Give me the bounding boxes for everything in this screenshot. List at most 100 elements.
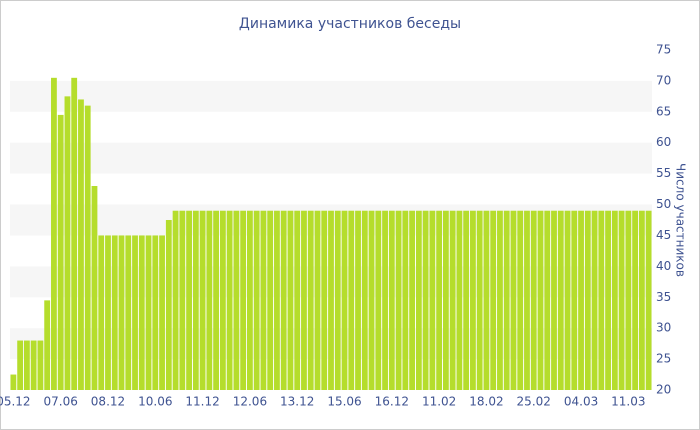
y-tick-label: 25 — [656, 352, 671, 366]
bar — [497, 210, 503, 390]
bar — [632, 210, 639, 390]
bar — [361, 210, 368, 390]
bar — [30, 340, 37, 390]
x-tick-label: 16.12 — [375, 395, 409, 409]
bar — [618, 210, 625, 390]
y-axis-title: Число участников — [674, 163, 688, 277]
x-tick-label: 11.02 — [422, 395, 456, 409]
x-tick-label: 25.02 — [517, 395, 551, 409]
bar — [530, 210, 537, 390]
bar — [199, 210, 206, 390]
bar — [449, 210, 456, 390]
bar — [638, 210, 645, 390]
bar — [571, 210, 578, 390]
bar — [246, 210, 253, 390]
bar — [476, 210, 483, 390]
bar — [645, 210, 652, 390]
bar — [483, 210, 490, 390]
bar — [368, 210, 375, 390]
bar — [226, 210, 233, 390]
bar — [584, 210, 591, 390]
bar — [395, 210, 402, 390]
bar — [152, 235, 159, 390]
bar — [125, 235, 132, 390]
x-tick-label: 07.06 — [44, 395, 78, 409]
bar — [564, 210, 571, 390]
bar — [186, 210, 192, 390]
bar — [402, 210, 409, 390]
y-tick-label: 65 — [656, 104, 671, 118]
bar — [57, 114, 64, 390]
bar — [314, 210, 321, 390]
bar — [71, 77, 78, 391]
bar — [375, 210, 382, 390]
bar — [294, 210, 301, 390]
bar — [355, 210, 361, 390]
x-tick-label: 04.03 — [564, 395, 598, 409]
y-tick-label: 30 — [656, 321, 671, 335]
bar — [537, 210, 544, 390]
bar — [17, 340, 24, 390]
bar — [280, 210, 287, 390]
bar — [348, 210, 355, 390]
x-tick-label: 13.12 — [280, 395, 314, 409]
bar — [605, 210, 611, 390]
bar — [192, 210, 199, 390]
bar — [321, 210, 328, 390]
bar — [132, 235, 138, 390]
y-tick-label: 75 — [656, 43, 671, 57]
grid-band — [10, 80, 652, 112]
y-tick-label: 35 — [656, 290, 671, 304]
bar — [551, 210, 557, 390]
bar — [503, 210, 510, 390]
bar — [388, 210, 395, 390]
bar — [517, 210, 524, 390]
bar — [415, 210, 422, 390]
bar — [287, 210, 294, 390]
bar — [578, 210, 584, 390]
y-tick-label: 20 — [656, 383, 671, 397]
x-tick-label: 12.06 — [233, 395, 267, 409]
x-tick-label: 08.12 — [91, 395, 125, 409]
bar — [23, 340, 30, 390]
bar — [253, 210, 260, 390]
bar — [111, 235, 118, 390]
bar — [145, 235, 152, 390]
grid-band — [10, 142, 652, 174]
bar — [219, 210, 226, 390]
x-tick-label: 10.06 — [138, 395, 172, 409]
bar — [206, 210, 213, 390]
bar — [301, 210, 307, 390]
bar — [436, 210, 443, 390]
bar — [463, 210, 470, 390]
y-tick-label: 45 — [656, 228, 671, 242]
bar — [456, 210, 463, 390]
bar — [334, 210, 341, 390]
bar — [179, 210, 186, 390]
bar — [233, 210, 240, 390]
bar — [328, 210, 334, 390]
bar — [409, 210, 416, 390]
bar — [557, 210, 564, 390]
bar — [172, 210, 179, 390]
bar — [37, 340, 44, 390]
bar — [64, 96, 71, 390]
x-tick-label: 05.12 — [0, 395, 31, 409]
bar — [422, 210, 429, 390]
bar — [213, 210, 220, 390]
y-tick-label: 40 — [656, 259, 671, 273]
bar — [442, 210, 449, 390]
bar — [274, 210, 280, 390]
y-tick-label: 55 — [656, 166, 671, 180]
bar — [105, 235, 111, 390]
bar — [591, 210, 598, 390]
bar — [138, 235, 145, 390]
bar — [429, 210, 436, 390]
bar — [341, 210, 348, 390]
bar — [260, 210, 267, 390]
bar — [240, 210, 247, 390]
bar — [44, 300, 51, 390]
y-tick-label: 60 — [656, 135, 671, 149]
bar — [625, 210, 632, 390]
